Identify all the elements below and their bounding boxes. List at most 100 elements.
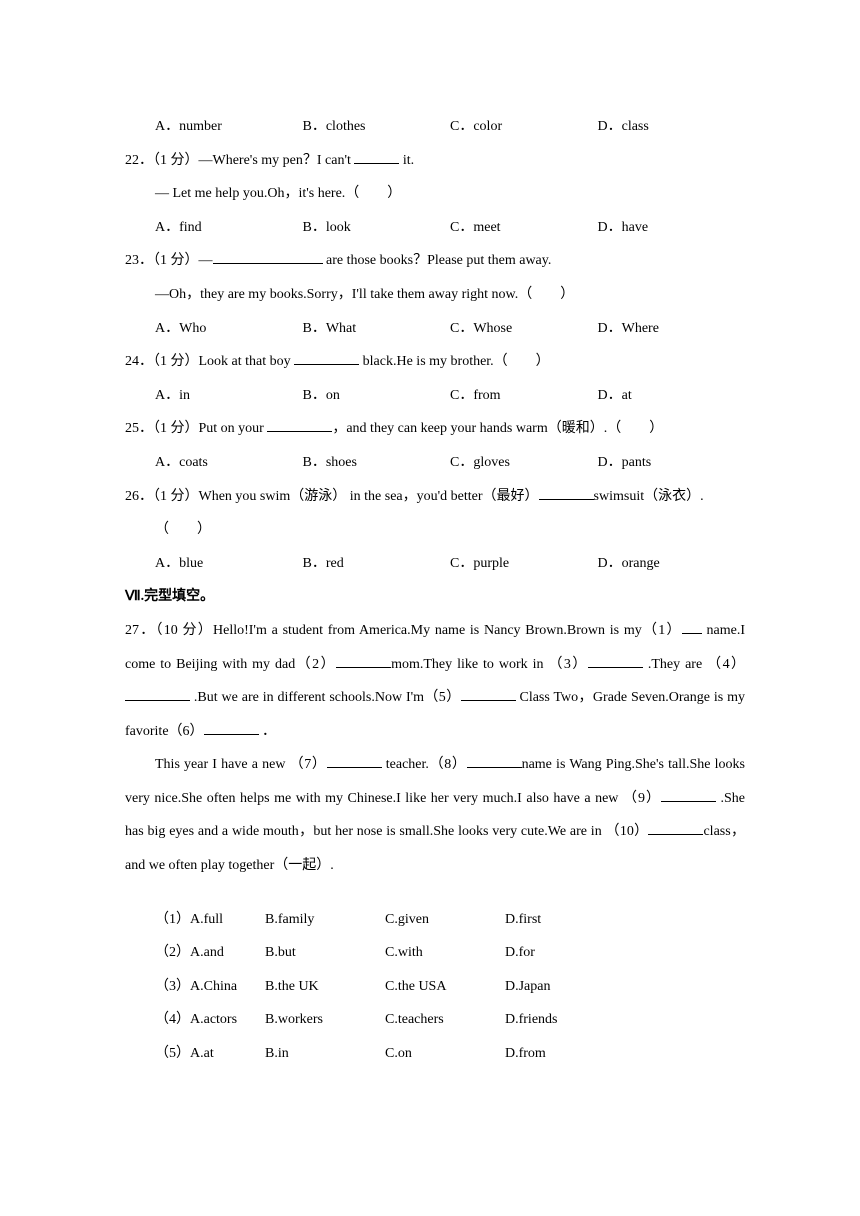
q25-line1: 25．（1 分）Put on your ，and they can keep y… (125, 412, 745, 446)
cloze-text: .They (643, 657, 680, 672)
q21-options: A．number B．clothes C．color D．class (155, 110, 745, 144)
blank (336, 654, 391, 668)
q23-line1-post: are those books？Please put them away. (323, 253, 552, 268)
blank (648, 821, 703, 835)
q24-option-c: C．from (450, 379, 598, 413)
cloze-opt-c: C.teachers (385, 1003, 505, 1037)
blank (294, 351, 359, 365)
table-row: （1）A.full B.family C.given D.first (155, 903, 745, 937)
q26-option-a: A．blue (155, 547, 303, 581)
q23-option-c: C．Whose (450, 312, 598, 346)
cloze-opt-b: B.the UK (265, 970, 385, 1004)
blank (588, 654, 643, 668)
q25-option-c: C．gloves (450, 446, 598, 480)
q27-options-table: （1）A.full B.family C.given D.first （2）A.… (155, 903, 745, 1071)
cloze-text: This year I have a new （7） (155, 757, 327, 772)
cloze-opt-d: D.Japan (505, 970, 625, 1004)
q21-option-a: A．number (155, 110, 303, 144)
table-row: （5）A.at B.in C.on D.from (155, 1037, 745, 1071)
cloze-text: name is Wang Ping.She's tall.She (522, 757, 711, 772)
q22-option-a: A．find (155, 211, 303, 245)
cloze-opt-c: C.on (385, 1037, 505, 1071)
q22-option-d: D．have (598, 211, 746, 245)
q24-options: A．in B．on C．from D．at (155, 379, 745, 413)
cloze-opt-d: D.friends (505, 1003, 625, 1037)
cloze-text: 27．（10 分）Hello!I'm a student from Americ… (125, 623, 682, 638)
q22-option-c: C．meet (450, 211, 598, 245)
blank (125, 687, 190, 701)
q22-option-b: B．look (303, 211, 451, 245)
cloze-text: are in （10） (570, 824, 649, 839)
q24-line1: 24．（1 分）Look at that boy black.He is my … (125, 345, 745, 379)
q24-option-a: A．in (155, 379, 303, 413)
q23-line1: 23．（1 分）— are those books？Please put the… (125, 244, 745, 278)
cloze-text: （9） (623, 791, 661, 806)
q22-line2: — Let me help you.Oh，it's here.（ ） (155, 177, 745, 211)
q21-option-b: B．clothes (303, 110, 451, 144)
q26-option-c: C．purple (450, 547, 598, 581)
cloze-text: Class Two，Grade (516, 690, 628, 705)
cloze-opt-num: （4）A.actors (155, 1003, 265, 1037)
q25-line1-pre: 25．（1 分）Put on your (125, 421, 267, 436)
cloze-opt-b: B.family (265, 903, 385, 937)
q23-option-b: B．What (303, 312, 451, 346)
q26-line1-pre: 26．（1 分）When you swim（游泳） in the sea，you… (125, 489, 539, 504)
blank (682, 620, 702, 634)
cloze-opt-d: D.from (505, 1037, 625, 1071)
q26-option-b: B．red (303, 547, 451, 581)
table-row: （2）A.and B.but C.with D.for (155, 936, 745, 970)
q23-options: A．Who B．What C．Whose D．Where (155, 312, 745, 346)
q24-line1-post: black.He is my brother.（ ） (359, 354, 550, 369)
blank (461, 687, 516, 701)
q23-option-d: D．Where (598, 312, 746, 346)
q22-options: A．find B．look C．meet D．have (155, 211, 745, 245)
cloze-opt-d: D.first (505, 903, 625, 937)
blank (327, 754, 382, 768)
q21-option-c: C．color (450, 110, 598, 144)
q23-line2: —Oh，they are my books.Sorry，I'll take th… (155, 278, 745, 312)
blank (661, 788, 716, 802)
blank (467, 754, 522, 768)
q25-options: A．coats B．shoes C．gloves D．pants (155, 446, 745, 480)
cloze-opt-c: C.the USA (385, 970, 505, 1004)
q22-line1-pre: 22．（1 分）—Where's my pen？I can't (125, 153, 354, 168)
q23-option-a: A．Who (155, 312, 303, 346)
table-row: （4）A.actors B.workers C.teachers D.frien… (155, 1003, 745, 1037)
q25-option-b: B．shoes (303, 446, 451, 480)
table-row: （3）A.China B.the UK C.the USA D.Japan (155, 970, 745, 1004)
blank (204, 721, 259, 735)
cloze-opt-num: （1）A.full (155, 903, 265, 937)
q22-line1-post: it. (399, 153, 414, 168)
q23-line1-pre: 23．（1 分）— (125, 253, 213, 268)
cloze-text: teacher.（8） (382, 757, 467, 772)
blank (354, 150, 399, 164)
q27-paragraph1: 27．（10 分）Hello!I'm a student from Americ… (125, 614, 745, 748)
cloze-opt-b: B.but (265, 936, 385, 970)
q25-option-a: A．coats (155, 446, 303, 480)
cloze-text: mom.They like to work in （3） (391, 657, 588, 672)
q26-line1-post: swimsuit（泳衣）. (594, 489, 704, 504)
blank (539, 486, 594, 500)
blank (267, 418, 332, 432)
q24-option-b: B．on (303, 379, 451, 413)
q25-line1-post: ，and they can keep your hands warm（暖和）.（… (332, 421, 663, 436)
cloze-opt-c: C.with (385, 936, 505, 970)
q26-line2: （ ） (155, 513, 745, 547)
q25-option-d: D．pants (598, 446, 746, 480)
q22-line1: 22．（1 分）—Where's my pen？I can't it. (125, 144, 745, 178)
q27-paragraph2: This year I have a new （7） teacher.（8） na… (125, 748, 745, 882)
cloze-text: are （4） (685, 657, 745, 672)
cloze-opt-num: （5）A.at (155, 1037, 265, 1071)
q24-line1-pre: 24．（1 分）Look at that boy (125, 354, 294, 369)
q21-option-d: D．class (598, 110, 746, 144)
q26-line1: 26．（1 分）When you swim（游泳） in the sea，you… (125, 480, 745, 514)
cloze-opt-num: （2）A.and (155, 936, 265, 970)
blank (213, 250, 323, 264)
cloze-text: .But we are in different schools.Now I'm… (190, 690, 461, 705)
q26-option-d: D．orange (598, 547, 746, 581)
cloze-opt-d: D.for (505, 936, 625, 970)
cloze-opt-num: （3）A.China (155, 970, 265, 1004)
q26-options: A．blue B．red C．purple D．orange (155, 547, 745, 581)
cloze-opt-b: B.workers (265, 1003, 385, 1037)
cloze-opt-b: B.in (265, 1037, 385, 1071)
